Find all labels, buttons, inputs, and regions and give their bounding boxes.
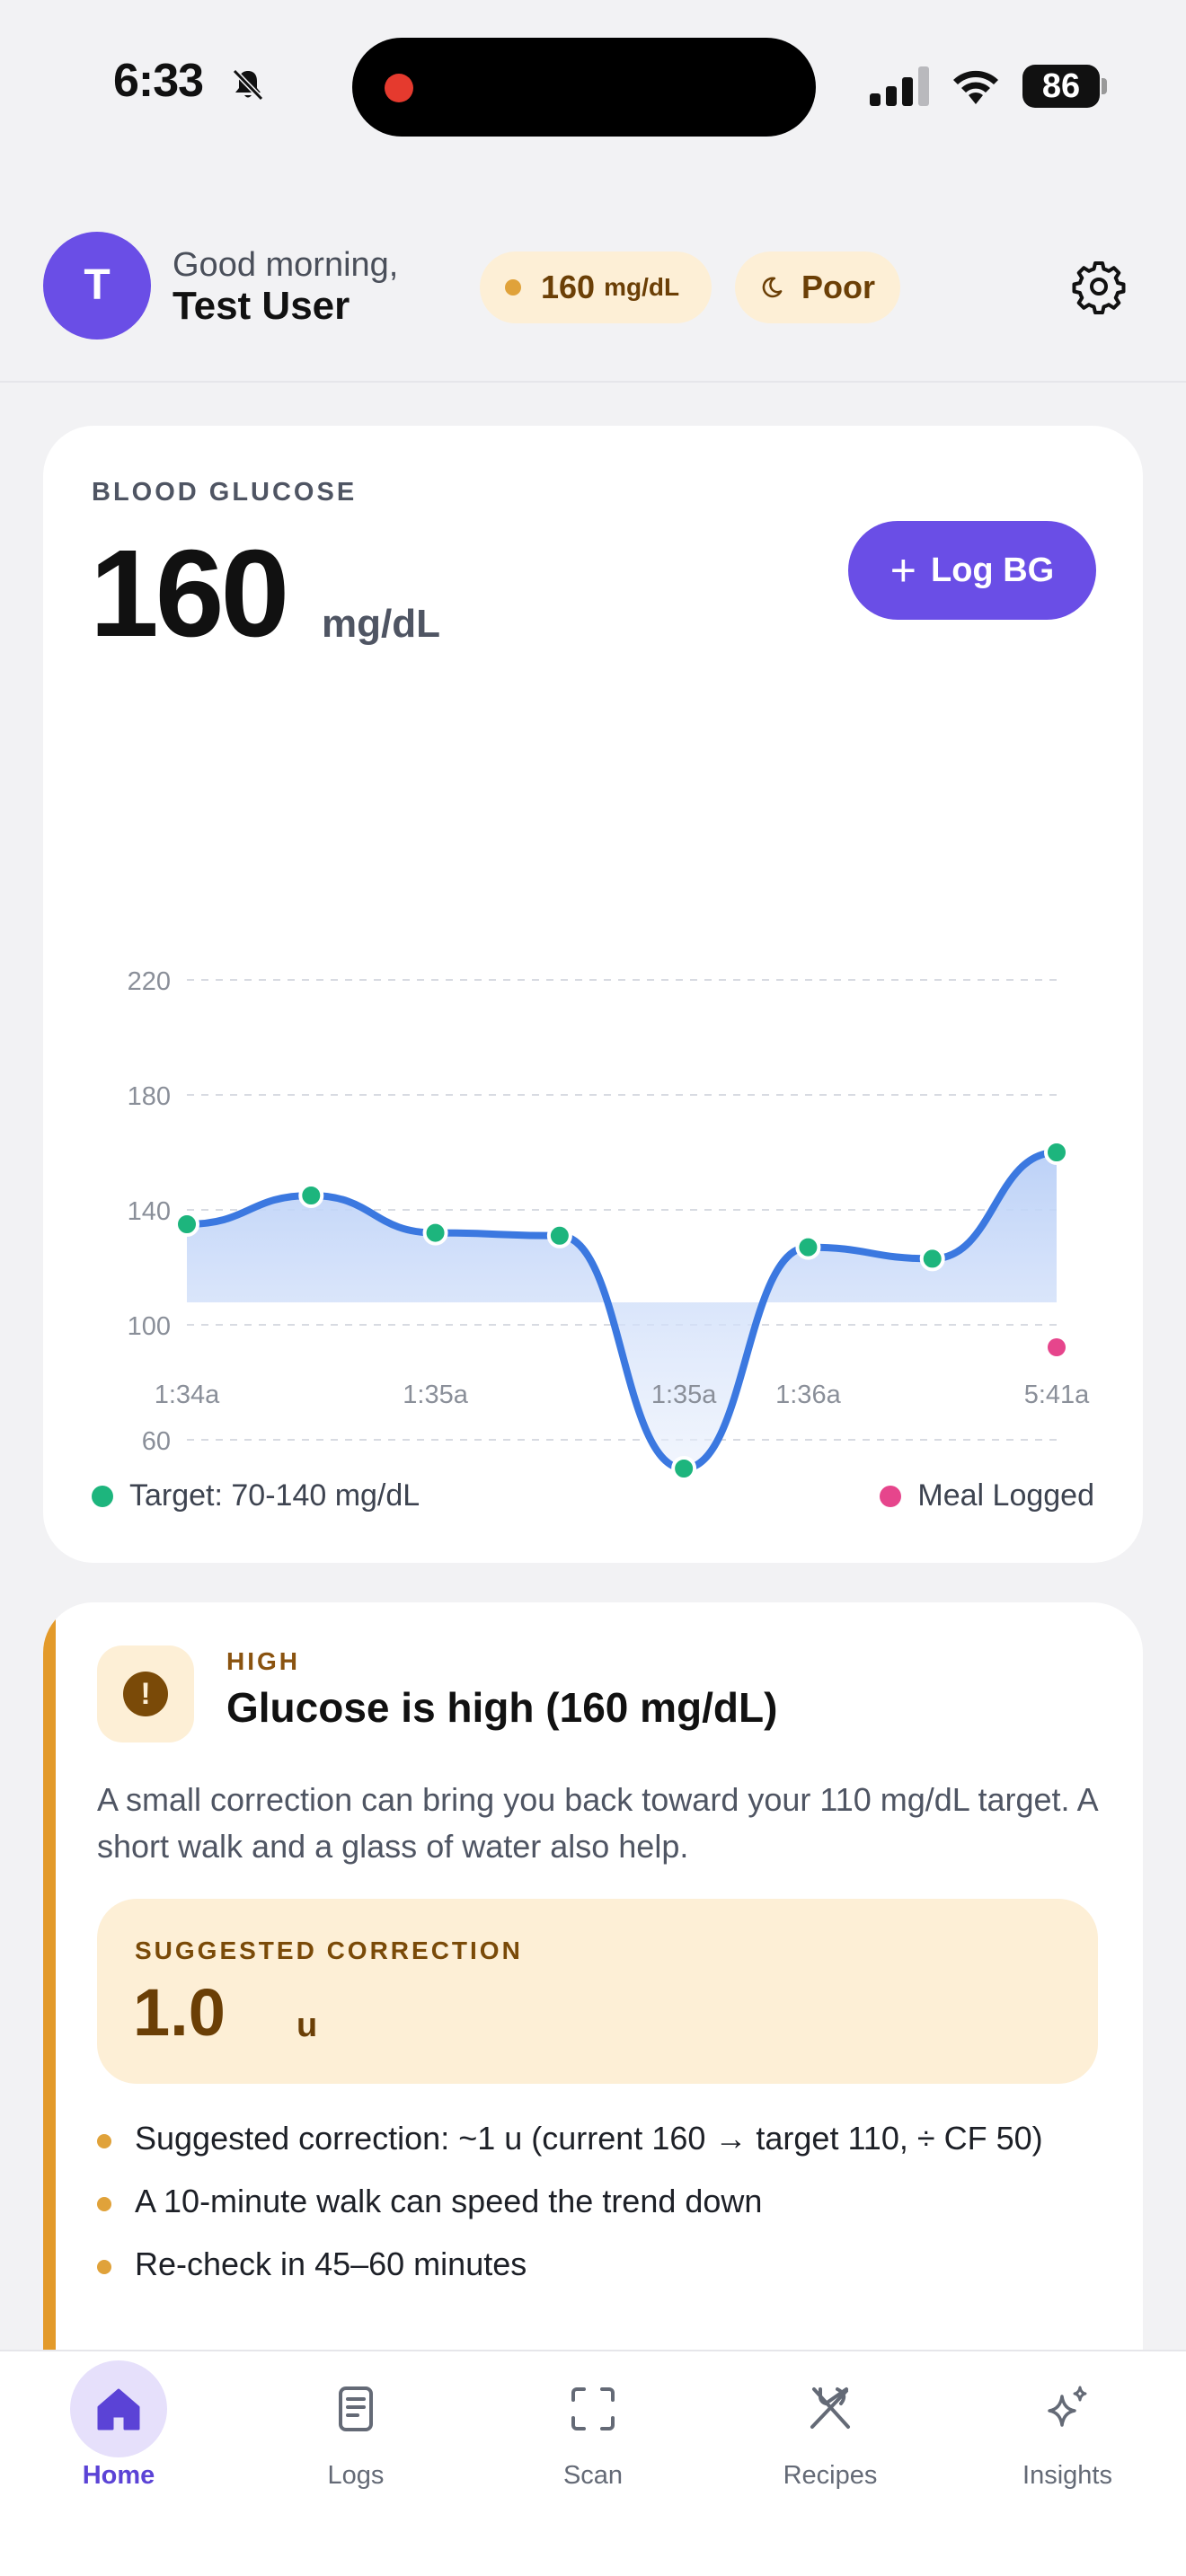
tab-recipes-label: Recipes [783,2461,878,2490]
avatar[interactable]: T [43,232,151,340]
chart-points [174,1140,1069,1481]
y-tick-label: 220 [128,967,171,996]
sleep-pill-label: Poor [801,269,875,305]
meal-marker [1048,1338,1066,1356]
alert-accent-bar [43,1602,56,2576]
alert-icon-container: ! [97,1645,194,1742]
correction-label: SUGGESTED CORRECTION [135,1936,523,1964]
alert-tag: HIGH [226,1647,300,1675]
battery-indicator: 86 [1022,65,1107,108]
x-tick-label: 1:34a [155,1381,220,1409]
x-tick-label: 1:35a [651,1381,717,1409]
glucose-pill-unit: mg/dL [604,273,680,301]
glucose-pill[interactable]: 160 mg/dL [480,251,712,323]
glucose-point [795,1234,821,1260]
status-time: 6:33 [113,55,204,107]
y-tick-label: 180 [128,1082,171,1111]
glucose-point [546,1222,572,1248]
tab-home[interactable]: Home [20,2351,217,2490]
status-bar: 6:33 86 [0,0,1186,153]
scan-icon [544,2360,642,2457]
glucose-pill-value: 160 [541,269,596,305]
chart-x-axis: 1:34a 1:35a 1:35a 1:36a 5:41a [155,1381,1090,1409]
suggested-correction-box: SUGGESTED CORRECTION 1.0 u [97,1899,1098,2084]
correction-unit: u [296,2007,318,2044]
exclamation-icon: ! [123,1672,168,1716]
tab-logs[interactable]: Logs [257,2351,455,2490]
chart-grid: 220 180 140 100 60 [128,967,1057,1456]
wifi-icon [953,70,998,104]
glucose-point [671,1456,697,1481]
bg-card-title: BLOOD GLUCOSE [92,478,358,507]
tab-recipes[interactable]: Recipes [731,2351,929,2490]
y-tick-label: 140 [128,1197,171,1226]
sleep-pill[interactable]: Poor [735,251,900,323]
bg-current-unit: mg/dL [322,602,440,646]
sparkle-icon [1019,2360,1116,2457]
plus-icon: + [890,545,916,595]
y-tick-label: 60 [142,1427,171,1456]
dynamic-island [352,38,816,137]
battery-level: 86 [1022,65,1100,108]
list-item: Suggested correction: ~1 u (current 160 … [97,2116,1094,2161]
log-bg-label: Log BG [931,551,1055,589]
tab-home-label: Home [82,2461,155,2490]
glucose-point [1044,1140,1069,1165]
legend-target-label: Target: 70-140 mg/dL [129,1478,420,1513]
home-icon [70,2360,167,2457]
recording-indicator [385,74,413,102]
glucose-chart: 220 180 140 100 60 1:34a 1:35a 1:35a 1:36a 5:41a [128,967,1090,1481]
list-item: A 10-minute walk can speed the trend dow… [97,2179,1094,2224]
y-tick-label: 100 [128,1312,171,1341]
correction-value: 1.0 [133,1975,226,2050]
battery-cap [1102,78,1107,94]
legend-meal-dot [880,1485,902,1507]
alert-title: Glucose is high (160 mg/dL) [226,1684,778,1731]
glucose-point [298,1183,324,1208]
x-tick-label: 5:41a [1024,1381,1090,1409]
bell-muted-icon [232,68,264,101]
x-tick-label: 1:35a [403,1381,468,1409]
legend-meal-label: Meal Logged [917,1478,1094,1513]
tab-bar: Home Logs Scan Recipes Insights [0,2350,1186,2576]
gear-icon[interactable] [1071,259,1127,314]
list-item: Re-check in 45–60 minutes [97,2242,1094,2287]
legend-target: Target: 70-140 mg/dL [92,1478,420,1513]
log-bg-button[interactable]: + Log BG [848,521,1096,620]
tab-logs-label: Logs [327,2461,385,2490]
tab-scan[interactable]: Scan [494,2351,692,2490]
x-tick-label: 1:36a [775,1381,841,1409]
user-name: Test User [173,284,350,328]
glucose-point [422,1220,448,1246]
cellular-signal-icon [870,66,929,106]
tab-scan-label: Scan [562,2461,624,2490]
glucose-point [919,1246,945,1272]
glucose-point [174,1212,199,1237]
logs-icon [307,2360,404,2457]
header: T Good morning, Test User 160 mg/dL Poor [0,207,1186,383]
legend-target-dot [92,1485,113,1507]
tab-insights[interactable]: Insights [969,2351,1166,2490]
moon-icon [762,277,783,298]
glucose-status-dot [505,279,521,296]
legend-meal: Meal Logged [880,1478,1094,1513]
recipes-icon [782,2360,879,2457]
greeting-text: Good morning, [173,246,399,284]
tab-insights-label: Insights [1022,2461,1112,2490]
alert-body: A small correction can bring you back to… [97,1781,1097,1865]
bg-current-value: 160 [90,525,289,663]
blood-glucose-card: BLOOD GLUCOSE 160 mg/dL + Log BG 220 180 1… [43,426,1143,1563]
recommendation-list: Suggested correction: ~1 u (current 160 … [97,2116,1094,2305]
